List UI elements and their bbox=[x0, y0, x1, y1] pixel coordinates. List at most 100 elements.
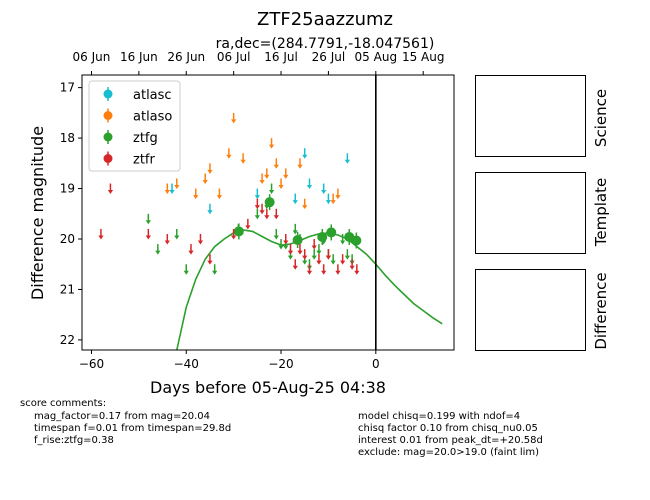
model-curve bbox=[176, 229, 443, 350]
upper-limit-arrow bbox=[292, 265, 298, 270]
y-tick-label: 19 bbox=[60, 182, 75, 196]
upper-limit-arrow bbox=[174, 184, 180, 189]
detection-point bbox=[351, 235, 362, 246]
upper-limit-arrow bbox=[231, 235, 237, 240]
x-tick-label: −40 bbox=[174, 357, 199, 371]
x-axis-label: Days before 05-Aug-25 04:38 bbox=[150, 378, 386, 397]
model-comment-line: chisq factor 0.10 from chisq_nu0.05 bbox=[358, 423, 538, 434]
top-tick-label: 26 Jul bbox=[312, 50, 346, 64]
upper-limit-arrow bbox=[202, 179, 208, 184]
upper-limit-arrow bbox=[354, 270, 360, 275]
score-comment-line: mag_factor=0.17 from mag=20.04 bbox=[34, 411, 211, 422]
upper-limit-arrow bbox=[283, 240, 289, 245]
upper-limit-arrow bbox=[311, 255, 317, 260]
upper-limit-arrow bbox=[292, 230, 298, 235]
upper-limit-arrow bbox=[287, 250, 294, 255]
x-tick-label: 0 bbox=[372, 357, 380, 371]
top-tick-label: 26 Jun bbox=[167, 50, 205, 64]
chart-title: ZTF25aazzumz bbox=[257, 9, 393, 30]
upper-limit-arrow bbox=[216, 195, 223, 200]
upper-limit-arrow bbox=[212, 270, 218, 275]
top-tick-label: 15 Aug bbox=[402, 50, 445, 64]
template-label: Template bbox=[592, 177, 610, 247]
upper-limit-arrow bbox=[164, 240, 170, 245]
top-tick-label: 06 Jun bbox=[73, 50, 111, 64]
upper-limit-arrow bbox=[145, 235, 151, 240]
difference-stamp-box bbox=[475, 269, 586, 351]
x-tick-label: −60 bbox=[79, 357, 104, 371]
score-comment-line: timespan f=0.01 from timespan=29.8d bbox=[34, 423, 232, 434]
upper-limit-arrow bbox=[226, 154, 232, 159]
x-tick-label: −20 bbox=[268, 357, 293, 371]
upper-limit-arrow bbox=[302, 260, 308, 265]
upper-limit-arrow bbox=[316, 250, 322, 255]
legend-marker bbox=[103, 154, 113, 163]
top-tick-label: 16 Jul bbox=[264, 50, 298, 64]
template-stamp-box bbox=[475, 172, 586, 254]
score-comments-heading: score comments: bbox=[20, 398, 107, 409]
upper-limit-arrow bbox=[344, 159, 350, 164]
upper-limit-arrow bbox=[297, 250, 303, 255]
detection-point bbox=[233, 226, 244, 237]
detection-point bbox=[292, 235, 303, 245]
upper-limit-arrow bbox=[306, 184, 313, 189]
upper-limit-arrow bbox=[292, 200, 298, 205]
upper-limit-arrow bbox=[245, 225, 251, 230]
top-tick-label: 06 Jul bbox=[217, 50, 251, 64]
upper-limit-arrow bbox=[268, 144, 275, 149]
upper-limit-arrow bbox=[278, 245, 284, 250]
upper-limit-arrow bbox=[273, 215, 279, 220]
upper-limit-arrow bbox=[273, 164, 279, 169]
upper-limit-arrow bbox=[302, 154, 308, 159]
difference-label: Difference bbox=[592, 272, 610, 350]
upper-limit-arrow bbox=[264, 174, 270, 179]
science-label: Science bbox=[592, 88, 610, 148]
upper-limit-arrow bbox=[259, 210, 265, 215]
upper-limit-arrow bbox=[188, 250, 194, 255]
upper-limit-arrow bbox=[174, 235, 180, 240]
upper-limit-arrow bbox=[259, 179, 265, 184]
model-comment-line: interest 0.01 from peak_dt=+20.58d bbox=[358, 435, 543, 446]
top-tick-label: 05 Aug bbox=[355, 50, 398, 64]
upper-limit-arrow bbox=[145, 220, 151, 225]
detection-point bbox=[326, 227, 337, 238]
upper-limit-arrow bbox=[325, 200, 332, 205]
upper-limit-arrow bbox=[344, 255, 350, 260]
upper-limit-arrow bbox=[287, 255, 294, 260]
y-tick-label: 17 bbox=[60, 81, 75, 95]
upper-limit-arrow bbox=[330, 200, 336, 205]
upper-limit-arrow bbox=[254, 205, 260, 210]
legend-marker bbox=[103, 89, 113, 99]
upper-limit-arrow bbox=[264, 215, 270, 220]
upper-limit-arrow bbox=[340, 260, 346, 265]
upper-limit-arrow bbox=[155, 250, 161, 255]
top-tick-label: 16 Jun bbox=[120, 50, 158, 64]
upper-limit-arrow bbox=[207, 169, 213, 174]
science-stamp-box bbox=[475, 75, 586, 157]
detection-point bbox=[264, 197, 275, 208]
upper-limit-arrow bbox=[283, 245, 289, 250]
legend-label: ztfr bbox=[133, 153, 155, 168]
upper-limit-arrow bbox=[278, 184, 284, 189]
legend-label: atlasc bbox=[133, 88, 172, 103]
model-comment-line: model chisq=0.199 with ndof=4 bbox=[358, 411, 521, 422]
y-tick-label: 18 bbox=[60, 131, 75, 145]
upper-limit-arrow bbox=[254, 195, 260, 200]
legend-label: ztfg bbox=[133, 131, 158, 146]
upper-limit-arrow bbox=[283, 174, 289, 179]
upper-limit-arrow bbox=[321, 190, 327, 195]
upper-limit-arrow bbox=[207, 210, 213, 215]
score-comment-line: f_rise:ztfg=0.38 bbox=[34, 435, 114, 446]
upper-limit-arrow bbox=[311, 245, 317, 250]
upper-limit-arrow bbox=[254, 215, 260, 220]
upper-limit-arrow bbox=[268, 190, 275, 195]
legend-marker bbox=[103, 132, 113, 142]
upper-limit-arrow bbox=[183, 270, 189, 275]
legend-marker bbox=[103, 111, 113, 120]
upper-limit-arrow bbox=[335, 195, 341, 200]
detection-point bbox=[317, 231, 328, 242]
upper-limit-arrow bbox=[207, 260, 213, 265]
plot-frame bbox=[81, 74, 455, 351]
upper-limit-arrow bbox=[169, 190, 175, 195]
